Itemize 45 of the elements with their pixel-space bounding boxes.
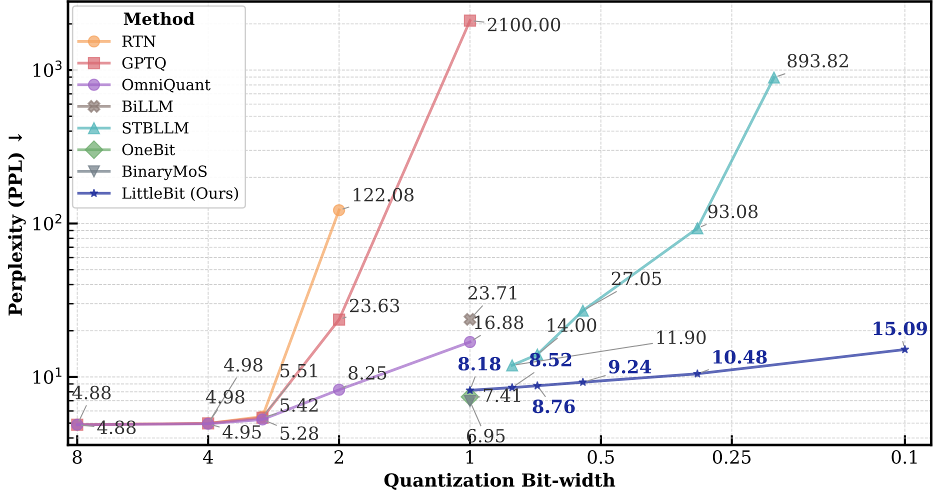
data-label: 5.51 (280, 364, 317, 378)
legend-label: STBLLM (122, 122, 189, 134)
x-tick-label: 1 (466, 450, 474, 464)
legend-label: LittleBit (Ours) (122, 187, 238, 202)
legend-label: BinaryMoS (122, 165, 207, 180)
data-label: 4.95 (222, 425, 261, 439)
y-tick-label: 10$^{3}$ (34, 60, 62, 78)
data-label: 23.63 (350, 298, 400, 312)
data-label: 4.88 (72, 386, 111, 400)
data-label: 5.42 (280, 398, 318, 412)
data-label: 4.98 (206, 390, 244, 404)
y-axis-title: Perplexity (PPL) ↓ (8, 134, 26, 316)
legend-label: RTN (122, 36, 156, 47)
legend-label: OneBit (122, 144, 176, 156)
data-label: 2100.00 (488, 18, 560, 32)
data-label: 15.09 (874, 322, 927, 336)
x-tick-label: 0.1 (892, 450, 917, 464)
x-tick-label: 0.5 (588, 450, 614, 464)
data-label: 8.25 (348, 366, 386, 380)
data-label: 893.82 (788, 54, 848, 68)
x-tick-label: 8 (72, 450, 82, 464)
data-label: 93.08 (708, 204, 758, 218)
data-label: 6.95 (467, 428, 505, 443)
data-label: 4.98 (224, 358, 262, 372)
y-tick-label: 10$^{1}$ (34, 368, 62, 384)
data-label: 23.71 (468, 286, 516, 300)
legend-title: Method (124, 12, 194, 26)
data-label: 7.41 (484, 388, 520, 402)
data-label: 8.52 (530, 352, 572, 366)
x-tick-label: 0.25 (712, 450, 751, 464)
y-tick-label: 10$^{2}$ (34, 214, 62, 230)
data-label: 10.48 (713, 350, 767, 364)
x-tick-label: 4 (202, 450, 213, 464)
data-label: 11.90 (657, 330, 706, 344)
legend-label: GPTQ (122, 57, 166, 71)
legend-label: BiLLM (122, 100, 173, 112)
data-label: 8.18 (458, 356, 500, 371)
data-label: 9.24 (608, 360, 652, 374)
data-label: 5.28 (280, 426, 318, 440)
x-axis-title: Quantization Bit-width (384, 472, 616, 490)
data-label: 8.76 (532, 400, 575, 414)
data-label: 122.08 (354, 188, 414, 202)
data-label: 16.88 (474, 316, 524, 330)
legend-label: OmniQuant (122, 78, 211, 93)
x-tick-label: 2 (334, 450, 344, 464)
